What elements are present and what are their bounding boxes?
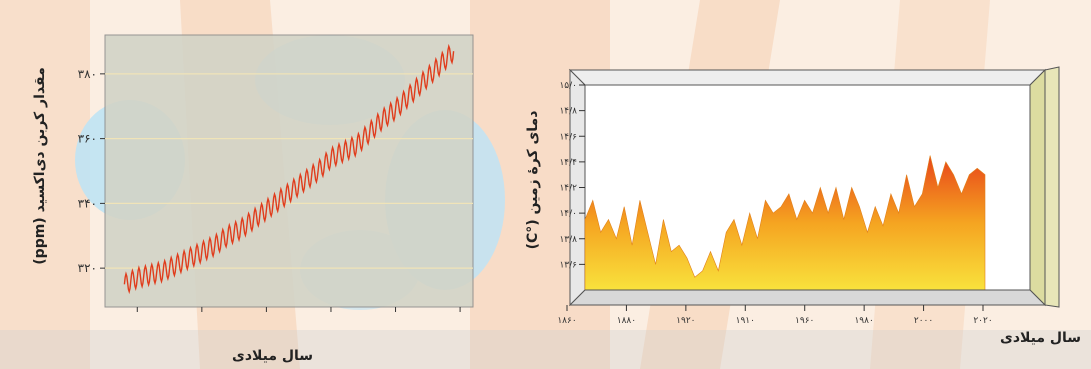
co2-x-tick-label: ۲۰۱۰ — [447, 318, 473, 320]
temp-x-tick-label: ۱۸۶۰ — [557, 316, 576, 326]
co2-x-tick-label: ۱۹۸۰ — [254, 318, 280, 320]
temp-x-tick-label: ۱۹۸۰ — [854, 316, 873, 326]
co2-y-tick-label: ۳۸۰ — [78, 67, 97, 81]
temp-x-ticks: ۱۸۶۰ ۱۸۸۰ ۱۹۲۰ ۱۹۱۰ ۱۹۶۰ ۱۹۸۰ ۲۰۰۰ ۲۰۲۰ — [557, 305, 992, 326]
temp-box-floor — [570, 290, 1045, 305]
co2-y-axis-label: مقدار کربن دی‌اکسید (ppm) — [32, 66, 48, 266]
temperature-area-chart: ۱۳/۶ ۱۳/۸ ۱۴/۰ ۱۴/۲ ۱۴/۴ ۱۴/۶ ۱۴/۸ ۱۵/۰ ۱۸۶۰ ۱۸۸… — [525, 55, 1065, 345]
temp-box-right-face — [1030, 70, 1045, 305]
temp-y-tick-label: ۱۵/۰ — [559, 81, 577, 91]
temp-y-tick-label: ۱۴/۸ — [559, 107, 577, 117]
temp-y-tick-label: ۱۴/۴ — [559, 158, 577, 168]
temp-x-axis-label: سال میلادی — [1000, 330, 1081, 346]
temp-y-tick-label: ۱۴/۲ — [559, 184, 577, 194]
co2-x-tick-label: ۱۹۹۰ — [318, 318, 344, 320]
co2-y-tick-label: ۳۴۰ — [78, 196, 97, 210]
co2-x-tick-label: ۱۹۷۰ — [189, 318, 215, 320]
temp-y-tick-label: ۱۴/۰ — [559, 209, 577, 219]
temp-y-axis-label: دمای کرهٔ زمین (°C) — [525, 95, 541, 265]
co2-y-tick-label: ۳۲۰ — [78, 261, 97, 275]
co2-x-axis-label: سال میلادی — [232, 348, 313, 364]
temp-y-tick-label: ۱۴/۶ — [559, 132, 577, 142]
co2-y-tick-label: ۳۶۰ — [78, 132, 97, 146]
temp-x-tick-label: ۱۹۱۰ — [736, 316, 755, 326]
temp-x-tick-label: ۱۹۶۰ — [795, 316, 814, 326]
temp-x-tick-label: ۲۰۲۰ — [973, 316, 992, 326]
temp-box-top — [570, 70, 1045, 85]
temp-box-right — [1045, 67, 1059, 307]
temp-x-tick-label: ۲۰۰۰ — [914, 316, 933, 326]
co2-y-ticks: ۳۲۰ ۳۴۰ ۳۶۰ ۳۸۰ — [78, 67, 105, 275]
co2-plot-area — [105, 35, 473, 307]
temp-y-tick-label: ۱۳/۸ — [559, 235, 577, 245]
co2-x-tick-label: ۱۹۶۰ — [124, 318, 150, 320]
temp-x-tick-label: ۱۸۸۰ — [617, 316, 636, 326]
temp-y-tick-label: ۱۳/۶ — [559, 260, 577, 270]
temp-x-tick-label: ۱۹۲۰ — [676, 316, 695, 326]
co2-x-ticks: ۱۹۶۰ ۱۹۷۰ ۱۹۸۰ ۱۹۹۰ ۲۰۰۰ ۲۰۱۰ — [124, 307, 473, 320]
co2-line-chart: ۳۲۰ ۳۴۰ ۳۶۰ ۳۸۰ ۱۹۶۰ ۱۹۷۰ ۱۹۸۰ ۱۹۹۰ ۲۰۰۰ ۲۰۱۰ — [60, 20, 500, 320]
co2-x-tick-label: ۲۰۰۰ — [383, 318, 409, 320]
